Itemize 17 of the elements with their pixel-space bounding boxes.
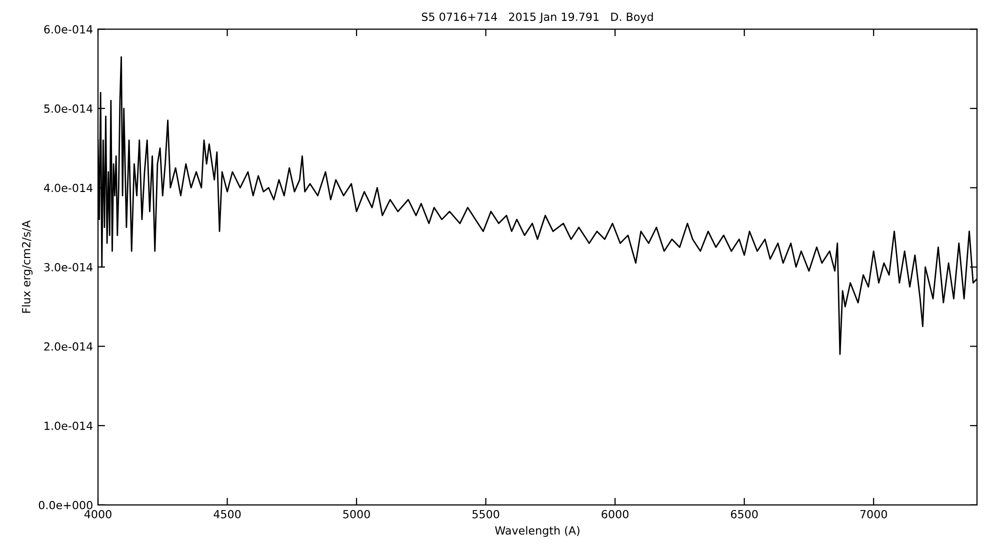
x-axis-title: Wavelength (A) (495, 526, 580, 537)
y-tick-label: 0.0e+000 (38, 500, 92, 510)
x-tick-label: 5500 (472, 510, 500, 518)
x-tick-label: 6500 (730, 510, 758, 518)
chart-title: S5 0716+714 2015 Jan 19.791 D. Boyd (422, 12, 653, 24)
y-tick-label: 4.0e-014 (44, 184, 93, 192)
y-tick-label: 1.0e-014 (44, 422, 93, 430)
x-tick-label: 4000 (84, 510, 112, 518)
x-tick-label: 6000 (602, 510, 628, 518)
y-tick-label: 2.0e-014 (44, 342, 93, 351)
x-tick-label: 4500 (214, 510, 241, 518)
y-axis-title: Flux erg/cm2/s/A (22, 220, 33, 313)
x-tick-label: 5000 (343, 510, 370, 518)
y-tick-label: 5.0e-014 (44, 104, 93, 113)
x-tick-label: 7000 (860, 510, 887, 518)
y-tick-label: 3.0e-014 (44, 263, 93, 272)
y-tick-label: 6.0e-014 (44, 25, 93, 34)
